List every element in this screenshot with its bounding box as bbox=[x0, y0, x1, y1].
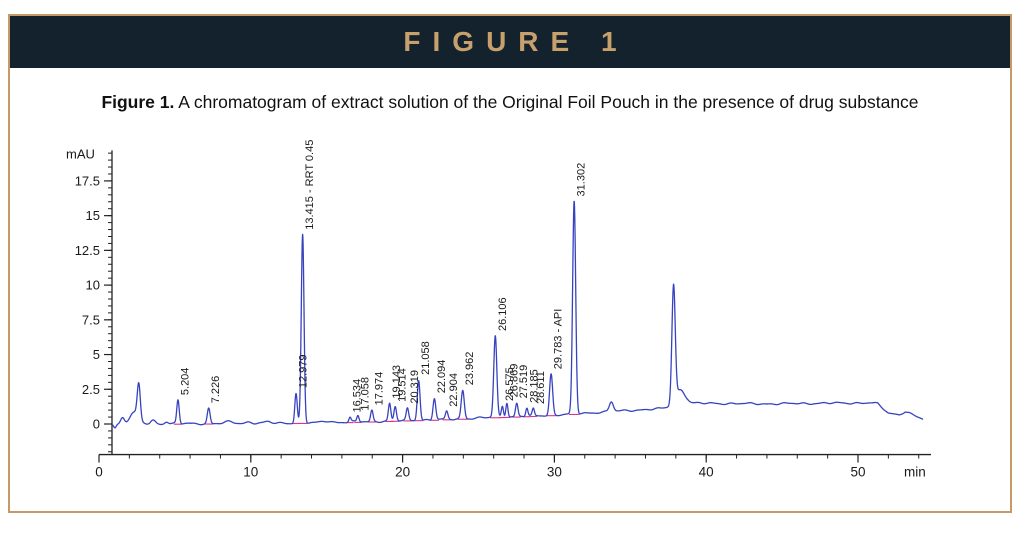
chromatogram-svg: 0 2.5 5 7.5 10 12.5 15 17.5 mAU 0 10 20 30 40 50 min 5.2… bbox=[66, 140, 931, 480]
peak-label: 28.185 bbox=[528, 369, 540, 403]
figure-banner: FIGURE 1 bbox=[10, 16, 1010, 68]
peak-label: 26.106 bbox=[497, 297, 509, 331]
x-tick-label: 50 bbox=[850, 465, 865, 480]
figure-banner-title: FIGURE 1 bbox=[403, 26, 629, 57]
peak-label: 16.534 bbox=[351, 379, 363, 413]
x-tick-label: 10 bbox=[243, 465, 258, 480]
y-axis-unit-label: mAU bbox=[66, 146, 95, 161]
y-tick-label: 15 bbox=[86, 208, 100, 223]
figure-box: FIGURE 1 Figure 1. A chromatogram of ext… bbox=[8, 14, 1012, 513]
caption-label: Figure 1. bbox=[101, 92, 175, 112]
peak-label: 22.904 bbox=[448, 373, 460, 407]
peak-label: 17.058 bbox=[359, 377, 371, 411]
y-tick-label: 17.5 bbox=[75, 173, 100, 188]
peak-label: 19.514 bbox=[397, 368, 409, 402]
x-tick-label: 30 bbox=[547, 465, 562, 480]
peak-label: 22.094 bbox=[436, 360, 448, 394]
figure-caption: Figure 1. A chromatogram of extract solu… bbox=[100, 90, 920, 114]
x-tick-label: 20 bbox=[395, 465, 410, 480]
peak-label: 5.204 bbox=[179, 368, 191, 396]
y-tick-label: 0 bbox=[93, 417, 100, 432]
x-tick-label: 0 bbox=[95, 465, 103, 480]
peak-label: 23.962 bbox=[464, 352, 476, 386]
y-tick-label: 2.5 bbox=[82, 382, 100, 397]
peak-label: 26.869 bbox=[508, 364, 520, 398]
y-tick-label: 7.5 bbox=[82, 312, 100, 327]
x-axis-unit-label: min bbox=[904, 465, 926, 480]
peak-label: 27.519 bbox=[518, 365, 530, 399]
peak-label: 13.415 - RRT 0.45 bbox=[304, 140, 316, 230]
peak-label: 12.979 bbox=[298, 354, 310, 388]
trace-line bbox=[111, 200, 924, 429]
peak-label: 21.058 bbox=[420, 341, 432, 375]
peak-label: 26.575 bbox=[504, 367, 516, 401]
peak-label: 19.143 bbox=[391, 365, 403, 399]
y-tick-label: 12.5 bbox=[75, 243, 100, 258]
peak-label: 28.611 bbox=[535, 371, 547, 404]
peak-label: 7.226 bbox=[210, 376, 222, 404]
y-tick-label: 10 bbox=[86, 278, 100, 293]
caption-text: A chromatogram of extract solution of th… bbox=[174, 92, 919, 112]
y-tick-label: 5 bbox=[93, 347, 100, 362]
peak-label: 31.302 bbox=[576, 163, 588, 197]
x-tick-label: 40 bbox=[699, 465, 714, 480]
peak-label: 20.319 bbox=[409, 370, 421, 404]
peak-label: 29.783 - API bbox=[553, 309, 565, 370]
chart-area: 0 2.5 5 7.5 10 12.5 15 17.5 mAU 0 10 20 30 40 50 min 5.2… bbox=[52, 136, 952, 496]
peak-label: 17.974 bbox=[373, 372, 385, 406]
